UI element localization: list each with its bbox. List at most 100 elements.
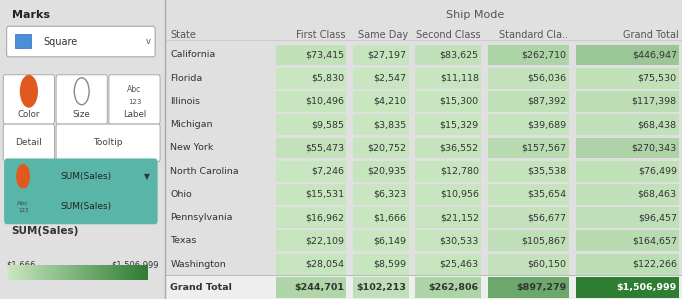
Bar [415,91,481,112]
Bar [415,277,481,298]
Text: $2,547: $2,547 [374,74,406,83]
Bar [276,184,346,205]
FancyBboxPatch shape [3,124,55,161]
Text: Ship Mode: Ship Mode [446,10,505,20]
Bar [415,161,481,181]
Bar [353,184,409,205]
Text: State: State [170,30,196,40]
Text: $102,213: $102,213 [357,283,406,292]
Text: $68,438: $68,438 [638,120,677,129]
Text: Tooltip: Tooltip [93,138,123,147]
Bar [576,138,679,158]
Text: $35,538: $35,538 [527,167,567,176]
Bar [488,277,569,298]
Bar [488,161,569,181]
Text: $56,036: $56,036 [528,74,567,83]
Text: $7,246: $7,246 [312,167,344,176]
Text: $83,625: $83,625 [440,51,479,60]
Text: $10,496: $10,496 [306,97,344,106]
Text: $39,689: $39,689 [528,120,567,129]
Bar [276,231,346,251]
Bar [353,114,409,135]
FancyBboxPatch shape [7,26,155,57]
Bar [353,45,409,65]
Text: $36,552: $36,552 [440,144,479,152]
Text: $122,266: $122,266 [632,260,677,269]
Bar [165,275,682,277]
Bar [576,45,679,65]
Text: Abc: Abc [128,85,142,94]
Text: $897,279: $897,279 [516,283,567,292]
Text: $15,300: $15,300 [440,97,479,106]
Text: $25,463: $25,463 [440,260,479,269]
Text: Second Class: Second Class [416,30,480,40]
Text: Illinois: Illinois [170,97,201,106]
Bar [415,68,481,89]
Bar [276,254,346,274]
Bar [276,91,346,112]
Text: SUM(Sales): SUM(Sales) [60,172,111,181]
Text: $1,506,999: $1,506,999 [111,260,158,269]
Bar [415,114,481,135]
Text: Color: Color [18,110,40,119]
Bar [576,91,679,112]
Text: $16,962: $16,962 [306,213,344,222]
Text: $12,780: $12,780 [440,167,479,176]
Text: Washington: Washington [170,260,226,269]
Text: $6,323: $6,323 [373,190,406,199]
Bar [576,161,679,181]
Text: First Class: First Class [297,30,346,40]
Bar [415,207,481,228]
Text: $4,210: $4,210 [374,97,406,106]
Bar [353,68,409,89]
Text: Detail: Detail [16,138,42,147]
Text: $262,710: $262,710 [522,51,567,60]
Text: ▼: ▼ [144,172,150,181]
Text: California: California [170,51,216,60]
Text: $55,473: $55,473 [306,144,344,152]
Circle shape [20,75,38,108]
Bar [488,184,569,205]
Bar [353,254,409,274]
Text: Florida: Florida [170,74,203,83]
Text: $105,867: $105,867 [522,237,567,245]
Bar [165,276,682,299]
Text: $164,657: $164,657 [632,237,677,245]
Text: $76,499: $76,499 [638,167,677,176]
Bar [576,231,679,251]
Text: Standard Cla..: Standard Cla.. [499,30,568,40]
Text: $1,666: $1,666 [374,213,406,222]
Bar [576,184,679,205]
Bar [353,277,409,298]
Bar [576,114,679,135]
Bar [276,45,346,65]
Bar [415,138,481,158]
Text: v: v [146,37,151,46]
FancyBboxPatch shape [4,188,158,224]
Text: $3,835: $3,835 [373,120,406,129]
Text: Square: Square [43,36,77,47]
Text: $21,152: $21,152 [440,213,479,222]
Text: Texas: Texas [170,237,196,245]
Bar [488,91,569,112]
Text: New York: New York [170,144,213,152]
FancyBboxPatch shape [56,124,160,161]
Text: $60,150: $60,150 [528,260,567,269]
Bar [576,68,679,89]
Text: Michigan: Michigan [170,120,213,129]
Text: Grand Total: Grand Total [170,283,232,292]
Text: $35,654: $35,654 [528,190,567,199]
Text: Marks: Marks [12,10,50,20]
Bar [488,45,569,65]
Text: $28,054: $28,054 [306,260,344,269]
Text: Size: Size [73,110,91,119]
FancyBboxPatch shape [3,75,55,124]
Text: Same Day: Same Day [358,30,408,40]
Text: 123: 123 [18,208,29,213]
Bar [353,231,409,251]
FancyBboxPatch shape [56,75,107,124]
Bar [15,34,31,48]
Text: Label: Label [123,110,146,119]
Text: $11,118: $11,118 [440,74,479,83]
Text: $20,752: $20,752 [368,144,406,152]
